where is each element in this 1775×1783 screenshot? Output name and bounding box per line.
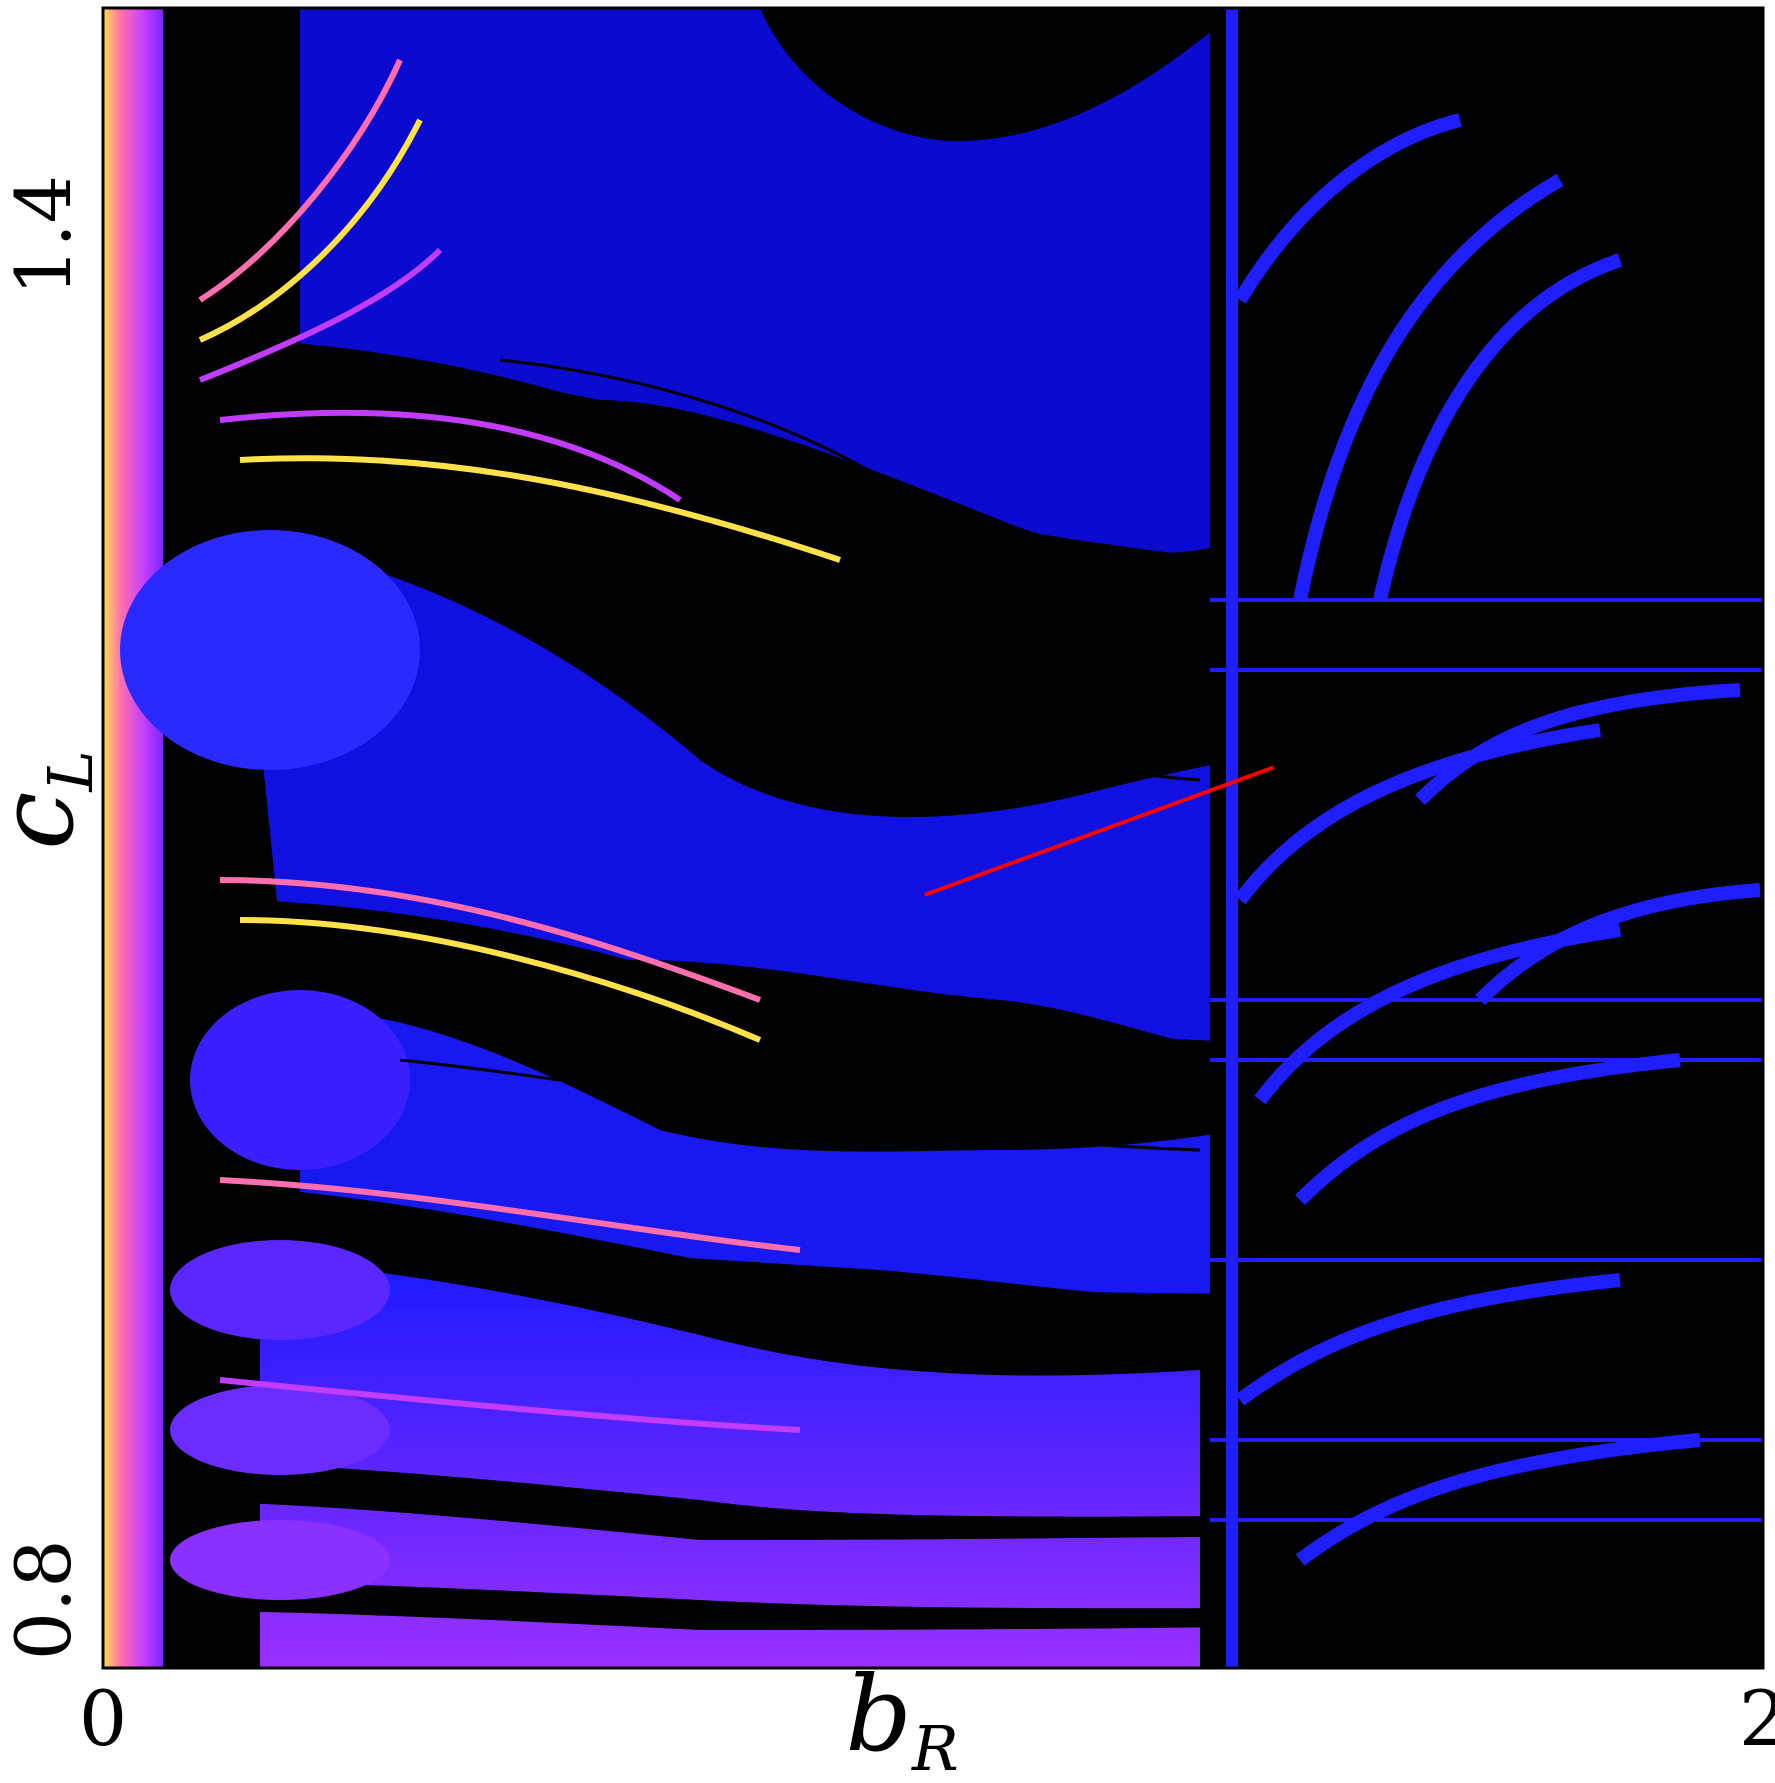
x-axis-label-main: b (845, 1653, 912, 1775)
y-axis-label-main: c (0, 791, 97, 849)
x-axis-label: bR (845, 1653, 958, 1783)
thin-black-lines (399, 358, 1201, 1152)
x-axis-label-subscript: R (911, 1712, 959, 1783)
y-axis-label-subscript: L (34, 750, 107, 792)
right-fan-arcs (1233, 113, 1761, 1566)
x-tick-label-2: 2 (1739, 1674, 1775, 1763)
plot-area (103, 8, 1763, 1668)
y-tick-label-1-4: 1.4 (0, 175, 88, 296)
y-axis-label: cL (0, 750, 107, 849)
x-tick-label-0: 0 (79, 1674, 127, 1763)
band-black-2 (103, 898, 1763, 1080)
left-edge-gradient (103, 8, 163, 1668)
band-black-1 (103, 338, 1763, 620)
red-line-segment (924, 765, 1274, 897)
right-fan-horizontals (1210, 598, 1763, 1522)
plot-frame (101, 6, 1765, 1670)
region-blue-middle (240, 540, 1280, 1060)
region-blue-lower (300, 1010, 1240, 1300)
left-bulbs (120, 530, 420, 1600)
y-tick-label-0-8: 0.8 (0, 1539, 88, 1660)
region-blue-bottom (260, 1260, 1200, 1668)
region-blue-upper (300, 8, 1240, 554)
left-feathers (198, 58, 841, 1433)
